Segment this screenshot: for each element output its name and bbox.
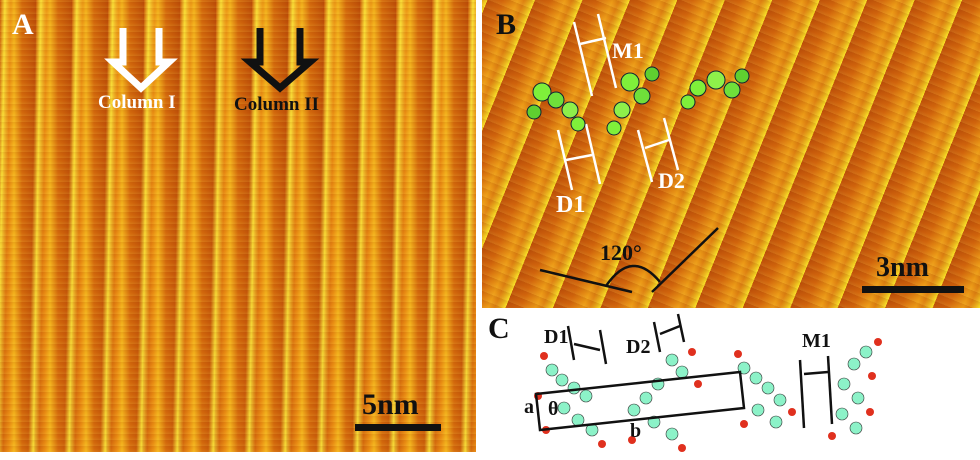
unit-cell-outline (534, 370, 746, 432)
panel-a-overlay (104, 28, 441, 431)
panel-c-overlay (534, 313, 882, 452)
m1-label: M1 (612, 38, 644, 63)
angle-marker (539, 227, 719, 294)
scale-bar-b (862, 286, 964, 293)
panel-b-overlay (526, 13, 964, 294)
d1-label: D1 (556, 192, 586, 218)
d2-label: D2 (658, 168, 685, 193)
scale-bar-a-label: 5nm (362, 388, 419, 421)
column-2-arrow-icon (240, 28, 320, 93)
column-1-arrow-icon (104, 28, 178, 93)
d2-marker (636, 117, 680, 183)
d2-label-c: D2 (626, 336, 651, 358)
molecule-cluster-left (534, 352, 606, 448)
panel-label-b: B (496, 8, 517, 41)
m1-marker (572, 13, 618, 97)
molecule-2 (606, 66, 660, 136)
d1-marker (556, 123, 602, 191)
column-1-label: Column I (98, 92, 176, 113)
m1-marker-c (798, 355, 834, 429)
molecule-cluster-right-2 (828, 338, 882, 440)
molecule-1 (526, 82, 586, 132)
d2-marker-c (652, 313, 686, 353)
panel-label-a: A (12, 8, 34, 41)
column-2-label: Column II (234, 94, 319, 115)
lattice-a-label: a (524, 396, 534, 418)
lattice-b-label: b (630, 420, 642, 442)
lattice-theta-label: θ (548, 398, 559, 420)
d1-label-c: D1 (544, 326, 569, 348)
m1-label-c: M1 (802, 330, 831, 352)
molecule-cluster-right-1 (734, 350, 796, 429)
scale-bar-a (355, 424, 441, 431)
molecule-3 (680, 68, 750, 110)
scale-bar-b-label: 3nm (876, 252, 929, 283)
stm-image-panel-b: B M1 D1 D2 120° 3nm (482, 0, 980, 308)
stm-image-panel-a: A Column I Column II 5nm (0, 0, 476, 452)
d1-marker-c (566, 325, 608, 365)
molecule-model-group (526, 66, 750, 136)
angle-label: 120° (600, 240, 642, 265)
panel-label-c: C (488, 312, 510, 345)
molecular-model-panel-c: C D1 D2 M1 a θ b (482, 312, 980, 460)
